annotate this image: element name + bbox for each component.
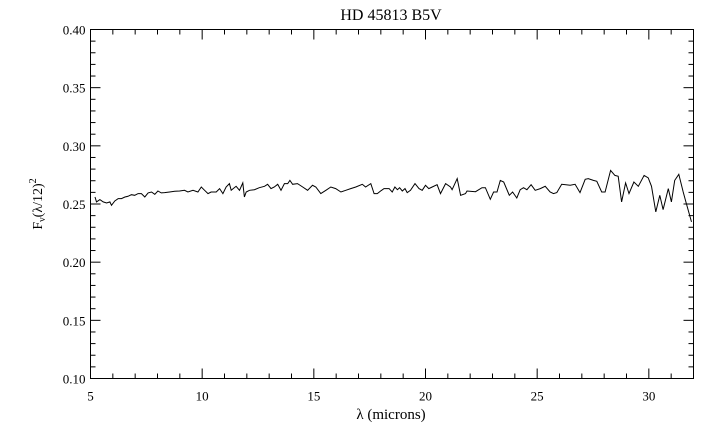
x-tick-label: 10 <box>196 389 209 404</box>
x-axis-label: λ (microns) <box>356 407 425 423</box>
x-tick-label: 15 <box>307 389 320 404</box>
chart-title: HD 45813 B5V <box>340 7 442 24</box>
y-tick-label: 0.10 <box>63 372 86 387</box>
x-tick-label: 30 <box>642 389 655 404</box>
y-label-sub: ν <box>37 217 48 222</box>
spectrum-line <box>94 169 692 223</box>
y-tick-label: 0.35 <box>63 81 86 96</box>
plot-frame <box>90 29 694 379</box>
x-tick-label: 20 <box>419 389 432 404</box>
y-tick-label: 0.30 <box>63 139 86 154</box>
y-tick-label: 0.20 <box>63 255 86 270</box>
x-tick-label: 25 <box>531 389 544 404</box>
y-tick-label: 0.40 <box>63 23 86 38</box>
y-label-mid: (λ/12) <box>31 183 46 217</box>
x-tick-label: 5 <box>87 389 94 404</box>
y-tick-label: 0.25 <box>63 197 86 212</box>
y-axis-label: Fν(λ/12)2 <box>28 178 48 229</box>
y-label-sup: 2 <box>28 178 39 183</box>
y-label-base: F <box>31 222 46 230</box>
axis-ticks <box>90 29 694 379</box>
y-tick-label: 0.15 <box>63 313 86 328</box>
tick-labels: 5 10 15 20 25 30 0.10 0.15 0.20 0.25 0.30 0.35 0.40 <box>63 23 656 404</box>
